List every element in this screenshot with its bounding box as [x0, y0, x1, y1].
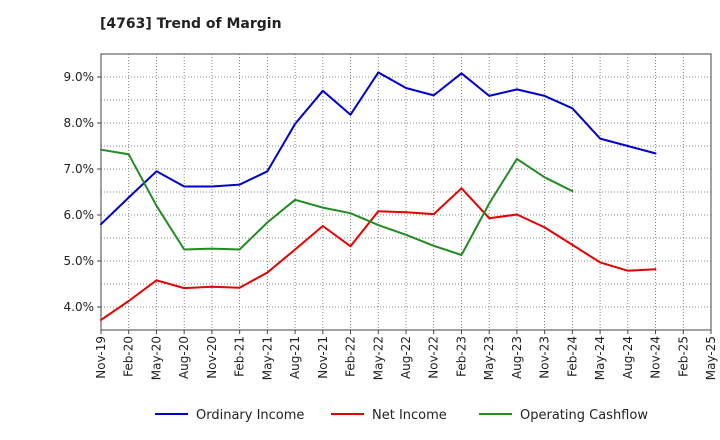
grid — [100, 53, 712, 331]
x-tick-label: Nov-21 — [316, 336, 330, 379]
x-tick-label: May-25 — [704, 336, 718, 380]
x-tick-label: Nov-24 — [649, 336, 663, 379]
x-tick-label: Aug-23 — [510, 336, 524, 379]
legend-label-operating-cashflow: Operating Cashflow — [520, 408, 648, 423]
x-tick-label: Nov-20 — [205, 336, 219, 379]
x-tick-label: May-23 — [482, 336, 496, 380]
x-tick-label: Aug-21 — [288, 336, 302, 379]
x-tick-label: Feb-25 — [676, 336, 690, 377]
y-tick-label: 6.0% — [64, 208, 95, 222]
y-tick-label: 4.0% — [64, 300, 95, 314]
series-line-operating-cashflow — [100, 148, 574, 256]
x-tick-label: Feb-22 — [344, 336, 358, 377]
x-tick-label: Aug-22 — [399, 336, 413, 379]
series-line-ordinary-income — [100, 71, 657, 226]
x-tick-label: Nov-19 — [94, 336, 108, 379]
x-tick-label: Feb-21 — [233, 336, 247, 377]
legend: Ordinary Income Net Income Operating Cashf… — [155, 408, 648, 423]
x-tick-label: May-21 — [260, 336, 274, 380]
x-tick-label: May-22 — [371, 336, 385, 380]
series-lines — [100, 71, 657, 321]
y-tick-label: 9.0% — [64, 70, 95, 84]
y-axis: 4.0% 5.0% 6.0% 7.0% 8.0% 9.0% — [64, 70, 101, 314]
x-tick-label: Feb-24 — [565, 336, 579, 377]
x-tick-label: May-24 — [593, 336, 607, 380]
y-tick-label: 8.0% — [64, 116, 95, 130]
x-tick-label: Nov-23 — [538, 336, 552, 379]
series-line-net-income — [100, 187, 657, 321]
x-tick-label: May-20 — [149, 336, 163, 380]
x-tick-label: Aug-20 — [177, 336, 191, 379]
y-tick-label: 5.0% — [64, 254, 95, 268]
x-tick-label: Feb-20 — [122, 336, 136, 377]
x-tick-label: Feb-23 — [454, 336, 468, 377]
legend-label-net-income: Net Income — [372, 408, 447, 423]
x-tick-label: Nov-22 — [427, 336, 441, 379]
legend-label-ordinary-income: Ordinary Income — [196, 408, 304, 423]
x-tick-label: Aug-24 — [621, 336, 635, 379]
y-tick-label: 7.0% — [64, 162, 95, 176]
chart-title: [4763] Trend of Margin — [100, 16, 282, 32]
x-axis: Nov-19 Feb-20 May-20 Aug-20 Nov-20 Feb-21 May-… — [94, 330, 718, 380]
